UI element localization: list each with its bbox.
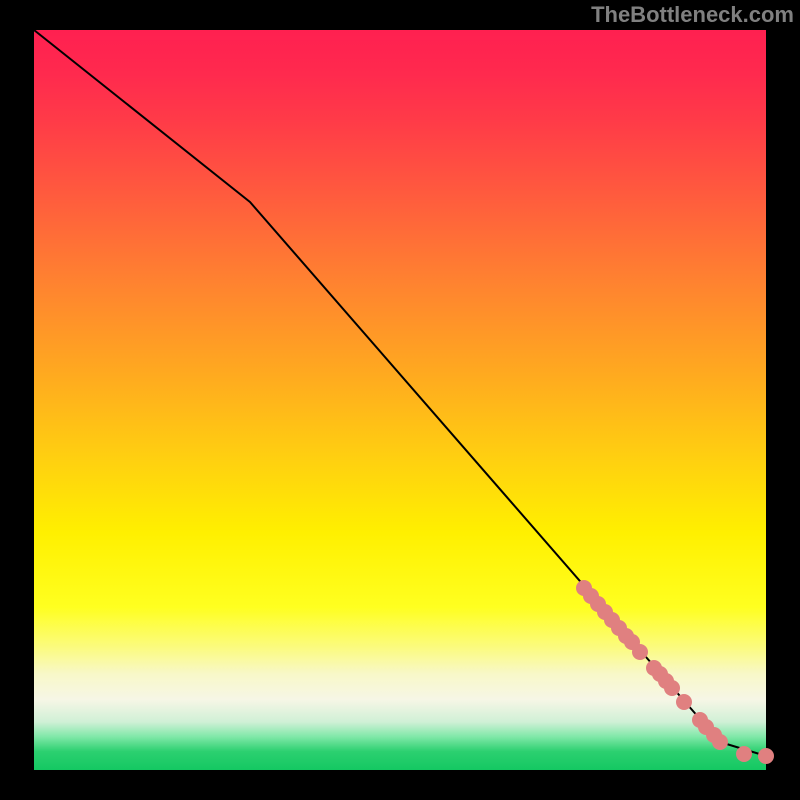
- chart-stage: TheBottleneck.com: [0, 0, 800, 800]
- marker-point: [676, 694, 692, 710]
- chart-svg: [0, 0, 800, 800]
- heatmap-area: [34, 30, 766, 770]
- marker-point: [632, 644, 648, 660]
- marker-point: [758, 748, 774, 764]
- marker-point: [712, 734, 728, 750]
- watermark-text: TheBottleneck.com: [591, 2, 794, 28]
- marker-point: [664, 680, 680, 696]
- marker-point: [736, 746, 752, 762]
